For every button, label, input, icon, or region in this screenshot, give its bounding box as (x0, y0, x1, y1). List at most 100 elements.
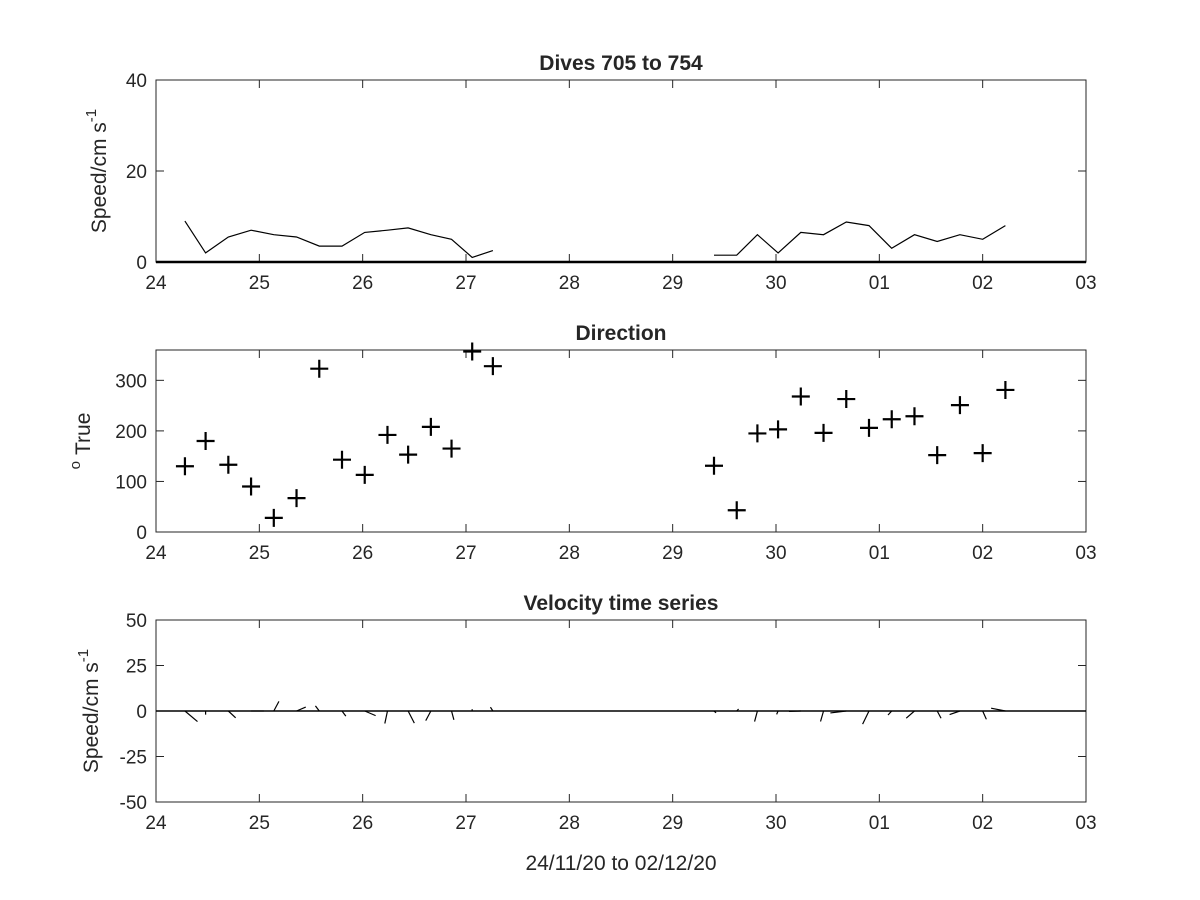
x-tick-label: 02 (972, 813, 993, 834)
direction-point (950, 396, 969, 415)
velocity-stick (830, 710, 847, 714)
direction-point (175, 457, 194, 476)
velocity-stick (425, 710, 432, 721)
x-tick-label: 25 (249, 813, 270, 834)
velocity-stick (949, 710, 961, 716)
velocity-stick (489, 706, 494, 712)
direction-point (814, 423, 833, 442)
velocity-panel-xlabel: 24/11/20 to 02/12/20 (525, 852, 716, 875)
direction-point (928, 446, 947, 465)
velocity-stick (753, 710, 758, 722)
velocity-stick (736, 708, 740, 712)
speed-panel-ylabel: Speed/cm s-1 (83, 109, 111, 233)
x-tick-label: 29 (662, 273, 683, 294)
direction-point (310, 359, 329, 378)
direction-panel-title: Direction (575, 322, 666, 345)
velocity-stick (776, 710, 779, 715)
x-tick-label: 28 (559, 813, 580, 834)
direction-point (727, 501, 746, 520)
velocity-stick (905, 710, 915, 719)
direction-panel: Direction oTrue 24 25 26 27 28 29 30 01 02 03 0 10… (67, 322, 1097, 564)
direction-panel-xticks: 24 25 26 27 28 29 30 01 02 03 (145, 350, 1097, 564)
y-tick-label: 0 (136, 702, 147, 723)
velocity-stick (887, 710, 893, 716)
direction-point (264, 508, 283, 527)
y-tick-label: 0 (136, 523, 147, 544)
direction-point (196, 432, 215, 450)
velocity-panel-yticks: -50 -25 0 25 50 (120, 611, 1086, 814)
velocity-stick (384, 710, 389, 724)
velocity-panel-xticks: 24 25 26 27 28 29 30 01 02 03 (145, 620, 1097, 834)
direction-point (748, 424, 767, 443)
x-tick-label: 30 (765, 813, 786, 834)
velocity-stick (273, 701, 280, 712)
velocity-stick (982, 710, 987, 720)
velocity-stick (314, 705, 320, 712)
direction-point (287, 489, 306, 508)
x-tick-label: 01 (869, 813, 890, 834)
velocity-stick (713, 710, 717, 714)
direction-panel-yticks: 0 100 200 300 (115, 371, 1086, 544)
velocity-panel-marks (156, 701, 1086, 725)
x-tick-label: 28 (559, 543, 580, 564)
direction-point (421, 417, 440, 436)
direction-point (483, 357, 502, 376)
velocity-stick (450, 710, 455, 720)
x-tick-label: 25 (249, 273, 270, 294)
y-tick-label: -50 (120, 793, 147, 814)
y-tick-label: 200 (115, 422, 147, 443)
velocity-panel-ylabel: Speed/cm s-1 (75, 649, 103, 773)
velocity-stick (819, 710, 825, 722)
speed-line (184, 220, 494, 259)
x-tick-label: 25 (249, 543, 270, 564)
x-tick-label: 26 (352, 273, 373, 294)
x-tick-label: 02 (972, 543, 993, 564)
y-tick-label: 50 (126, 611, 147, 632)
x-tick-label: 27 (455, 543, 476, 564)
x-tick-label: 24 (145, 543, 167, 564)
direction-point (399, 445, 418, 464)
x-tick-label: 26 (352, 543, 373, 564)
y-tick-label: 100 (115, 472, 147, 493)
direction-point (882, 410, 901, 429)
direction-point (355, 465, 374, 484)
x-tick-label: 01 (869, 273, 890, 294)
direction-point (378, 425, 397, 444)
velocity-stick (990, 707, 1006, 712)
direction-panel-marks (175, 342, 1015, 527)
y-tick-label: 0 (136, 253, 147, 274)
direction-point (769, 420, 788, 439)
y-tick-label: 25 (126, 657, 147, 678)
x-tick-label: 01 (869, 543, 890, 564)
direction-point (791, 387, 810, 406)
velocity-stick (862, 710, 870, 725)
x-tick-label: 27 (455, 813, 476, 834)
speed-panel-title: Dives 705 to 754 (539, 52, 703, 75)
x-tick-label: 29 (662, 813, 683, 834)
y-tick-label: 40 (126, 71, 147, 92)
velocity-stick (184, 710, 198, 722)
direction-point (219, 455, 238, 474)
direction-panel-ylabel: oTrue (67, 413, 95, 470)
velocity-stick (341, 710, 347, 717)
velocity-panel-title: Velocity time series (524, 592, 719, 615)
y-tick-label: 300 (115, 371, 147, 392)
velocity-stick (296, 706, 306, 712)
velocity-stick (227, 710, 237, 719)
velocity-stick (364, 710, 376, 717)
speed-line (714, 221, 1006, 256)
speed-panel-xticks: 24 25 26 27 28 29 30 01 02 03 (145, 80, 1097, 294)
x-tick-label: 28 (559, 273, 580, 294)
x-tick-label: 24 (145, 273, 167, 294)
direction-point (905, 407, 924, 426)
x-tick-label: 26 (352, 813, 373, 834)
y-tick-label: -25 (120, 748, 147, 769)
direction-point (973, 444, 992, 463)
direction-point (837, 390, 856, 409)
x-tick-label: 03 (1075, 813, 1096, 834)
direction-point (333, 450, 351, 469)
direction-point (860, 418, 878, 437)
x-tick-label: 27 (455, 273, 476, 294)
velocity-panel: Velocity time series Speed/cm s-1 24/11/… (75, 592, 1097, 875)
